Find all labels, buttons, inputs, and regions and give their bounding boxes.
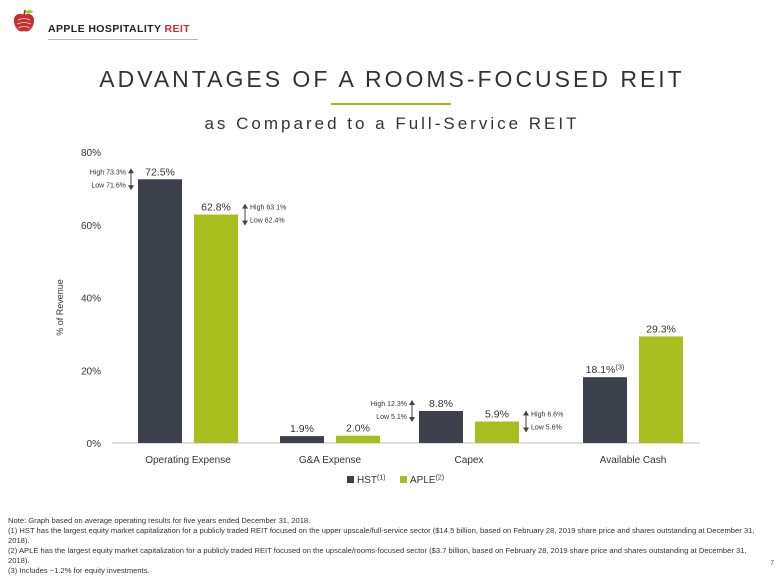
bar-aple-1 [336,435,380,443]
range-arrow-down [242,220,248,226]
y-tick-label: 40% [81,294,101,305]
logo-main-text: APPLE HOSPITALITY [48,23,162,35]
logo-wordmark: APPLE HOSPITALITY REIT [48,23,190,35]
data-label: 8.8% [429,398,453,410]
range-low-label: Low 62.4% [250,218,285,225]
footnote-2: (2) APLE has the largest equity market c… [8,546,747,565]
range-high-label: High 12.3% [371,401,407,408]
footnotes: Note: Graph based on average operating r… [8,516,768,576]
range-low-label: Low 71.6% [91,182,126,189]
apple-icon [13,9,35,32]
data-label: 2.0% [346,423,370,435]
range-arrow-up [128,168,134,174]
legend-swatch-hst [347,476,354,483]
data-label: 29.3% [646,323,676,335]
footnote-note: Note: Graph based on average operating r… [8,516,311,525]
bar-chart: 0% 20% 40% 60% 80% % of Revenue 72.5% 1.9% 8.8% 1… [55,148,700,487]
range-low-label: Low 5.1% [376,414,407,421]
y-tick-label: 80% [81,148,101,159]
data-label: 62.8% [201,202,231,214]
range-arrow-up [523,410,529,416]
bar-aple-3 [639,336,683,443]
y-axis-label: % of Revenue [55,279,65,336]
page-subtitle: as Compared to a Full-Service REIT [204,114,580,133]
legend-swatch-aple [400,476,407,483]
page-title: ADVANTAGES OF A ROOMS-FOCUSED REIT [99,66,685,92]
bar-aple-0 [194,214,238,443]
data-label: 5.9% [485,409,509,421]
page-number: 7 [770,560,774,567]
x-tick-label: Capex [455,455,484,466]
range-high-label: High 6.6% [531,412,563,419]
range-arrow-down [128,185,134,191]
footnote-3: (3) Includes ~1.2% for equity investment… [8,566,150,575]
logo-underline [48,39,198,40]
legend-label-hst: HST(1) [357,475,386,487]
bar-hst-0 [138,179,182,443]
x-tick-label: G&A Expense [299,455,362,466]
title-rule [331,103,451,105]
y-tick-label: 0% [87,439,102,450]
company-logo: APPLE HOSPITALITY REIT [12,8,198,40]
range-low-label: Low 5.6% [531,425,562,432]
x-tick-label: Available Cash [600,455,667,466]
footnote-1: (1) HST has the largest equity market ca… [8,526,755,545]
legend-label-aple: APLE(2) [410,475,444,487]
y-tick-label: 60% [81,221,101,232]
range-arrow-down [523,427,529,433]
bar-hst-2 [419,410,463,443]
y-tick-label: 20% [81,366,101,377]
range-arrow-up [409,399,415,405]
range-arrow-down [409,416,415,422]
bar-aple-2 [475,421,519,443]
x-tick-label: Operating Expense [145,455,231,466]
logo-reit-text: REIT [164,23,191,35]
bar-hst-1 [280,436,324,443]
data-label: 72.5% [145,166,175,178]
range-arrow-up [242,203,248,209]
range-high-label: High 63.1% [250,205,286,212]
bar-hst-3 [583,377,627,443]
data-label: 1.9% [290,423,314,435]
data-label: 18.1%(3) [586,362,625,376]
range-high-label: High 73.3% [90,169,126,176]
